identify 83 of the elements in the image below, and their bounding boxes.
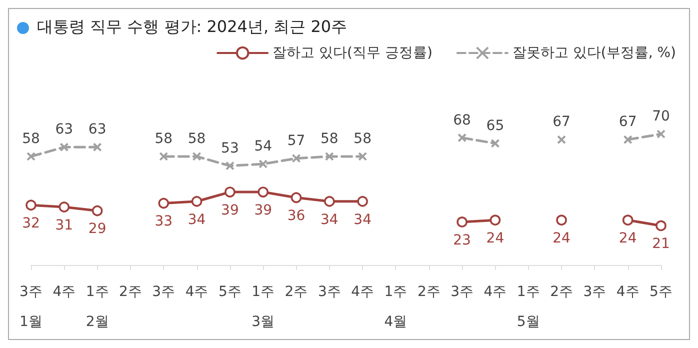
point bbox=[158, 198, 170, 209]
x-tick-label: 1주 3월 bbox=[252, 284, 275, 330]
data-label: 34 bbox=[188, 212, 206, 228]
x-tick-label: 3주 bbox=[152, 284, 176, 300]
data-label: 39 bbox=[221, 202, 239, 218]
x-tick-label: 3주 bbox=[450, 284, 474, 300]
point bbox=[92, 142, 102, 152]
data-label: 67 bbox=[618, 114, 637, 130]
point bbox=[26, 152, 36, 161]
data-label: 31 bbox=[55, 217, 74, 234]
point bbox=[60, 142, 69, 152]
point bbox=[292, 154, 301, 163]
data-label: 58 bbox=[354, 130, 372, 147]
data-label: 21 bbox=[652, 236, 670, 252]
data-label: 36 bbox=[287, 208, 306, 224]
data-label: 32 bbox=[22, 216, 40, 232]
data-label: 63 bbox=[55, 122, 74, 138]
point bbox=[456, 216, 468, 228]
point bbox=[357, 196, 368, 207]
point bbox=[192, 152, 202, 161]
point bbox=[557, 135, 566, 144]
x-tick-label: 2주 bbox=[550, 284, 573, 300]
chart-title: 대통령 직무 수행 평가: 2024년, 최근 20주 bbox=[37, 17, 348, 38]
data-label: 39 bbox=[254, 202, 272, 218]
data-label: 58 bbox=[320, 130, 338, 147]
data-label: 53 bbox=[221, 140, 239, 156]
x-tick-label: 2주 bbox=[417, 284, 440, 300]
point bbox=[159, 152, 168, 161]
data-label: 58 bbox=[188, 130, 206, 147]
point bbox=[258, 186, 269, 198]
point bbox=[290, 192, 302, 204]
legend-label: 잘못하고 있다(부정률, %) bbox=[512, 45, 676, 61]
data-label: 68 bbox=[453, 112, 471, 128]
data-label: 29 bbox=[88, 221, 106, 238]
x-tick-label: 4주 bbox=[616, 284, 640, 300]
x-tick-label: 3주 1월 bbox=[20, 284, 42, 330]
point bbox=[258, 159, 268, 168]
point bbox=[556, 214, 567, 226]
data-label: 23 bbox=[453, 232, 471, 248]
data-label: 58 bbox=[22, 130, 40, 147]
x-tick-label: 4주 bbox=[484, 284, 507, 300]
x-tick-label: 5주 bbox=[218, 284, 242, 300]
data-label: 33 bbox=[154, 214, 173, 230]
point bbox=[324, 196, 335, 207]
x-tick-label: 1주 2월 bbox=[86, 284, 109, 330]
x-tick-label: 4주 bbox=[185, 284, 208, 300]
data-label: 67 bbox=[552, 114, 570, 130]
x-tick-label: 2주 bbox=[119, 284, 142, 300]
x-tick-label: 4주 bbox=[351, 284, 374, 300]
data-label: 65 bbox=[486, 118, 504, 134]
data-label: 24 bbox=[486, 230, 504, 246]
point bbox=[490, 214, 501, 226]
data-label: 34 bbox=[354, 212, 372, 228]
point bbox=[58, 202, 70, 212]
point bbox=[92, 205, 103, 216]
data-label: 34 bbox=[320, 212, 338, 228]
x-tick-label: 3주 bbox=[318, 284, 341, 300]
data-label: 54 bbox=[254, 138, 272, 154]
x-tick-label: 4주 bbox=[52, 284, 76, 300]
point bbox=[358, 152, 368, 161]
x-tick-label: 5주 bbox=[650, 284, 672, 300]
point bbox=[622, 214, 634, 226]
point bbox=[458, 133, 467, 142]
x-tick-label: 2주 bbox=[284, 284, 308, 300]
legend-label: 잘하고 있다(직무 긍정률) bbox=[272, 45, 432, 61]
point bbox=[224, 186, 236, 198]
point bbox=[225, 161, 234, 170]
x-tick-label: 1주 5월 bbox=[516, 284, 540, 330]
point bbox=[191, 196, 202, 207]
x-tick-label: 3주 bbox=[583, 284, 606, 300]
data-label: 58 bbox=[154, 130, 173, 147]
data-label: 24 bbox=[552, 230, 571, 246]
point bbox=[26, 200, 36, 211]
point bbox=[490, 138, 500, 148]
data-label: 24 bbox=[618, 230, 637, 246]
point bbox=[324, 152, 334, 161]
point bbox=[623, 135, 632, 144]
data-label: 70 bbox=[652, 108, 670, 125]
point bbox=[656, 130, 666, 139]
point bbox=[656, 220, 666, 232]
data-label: 57 bbox=[287, 132, 306, 149]
x-tick-label: 1주 4월 bbox=[384, 284, 408, 330]
data-label: 63 bbox=[88, 122, 106, 138]
